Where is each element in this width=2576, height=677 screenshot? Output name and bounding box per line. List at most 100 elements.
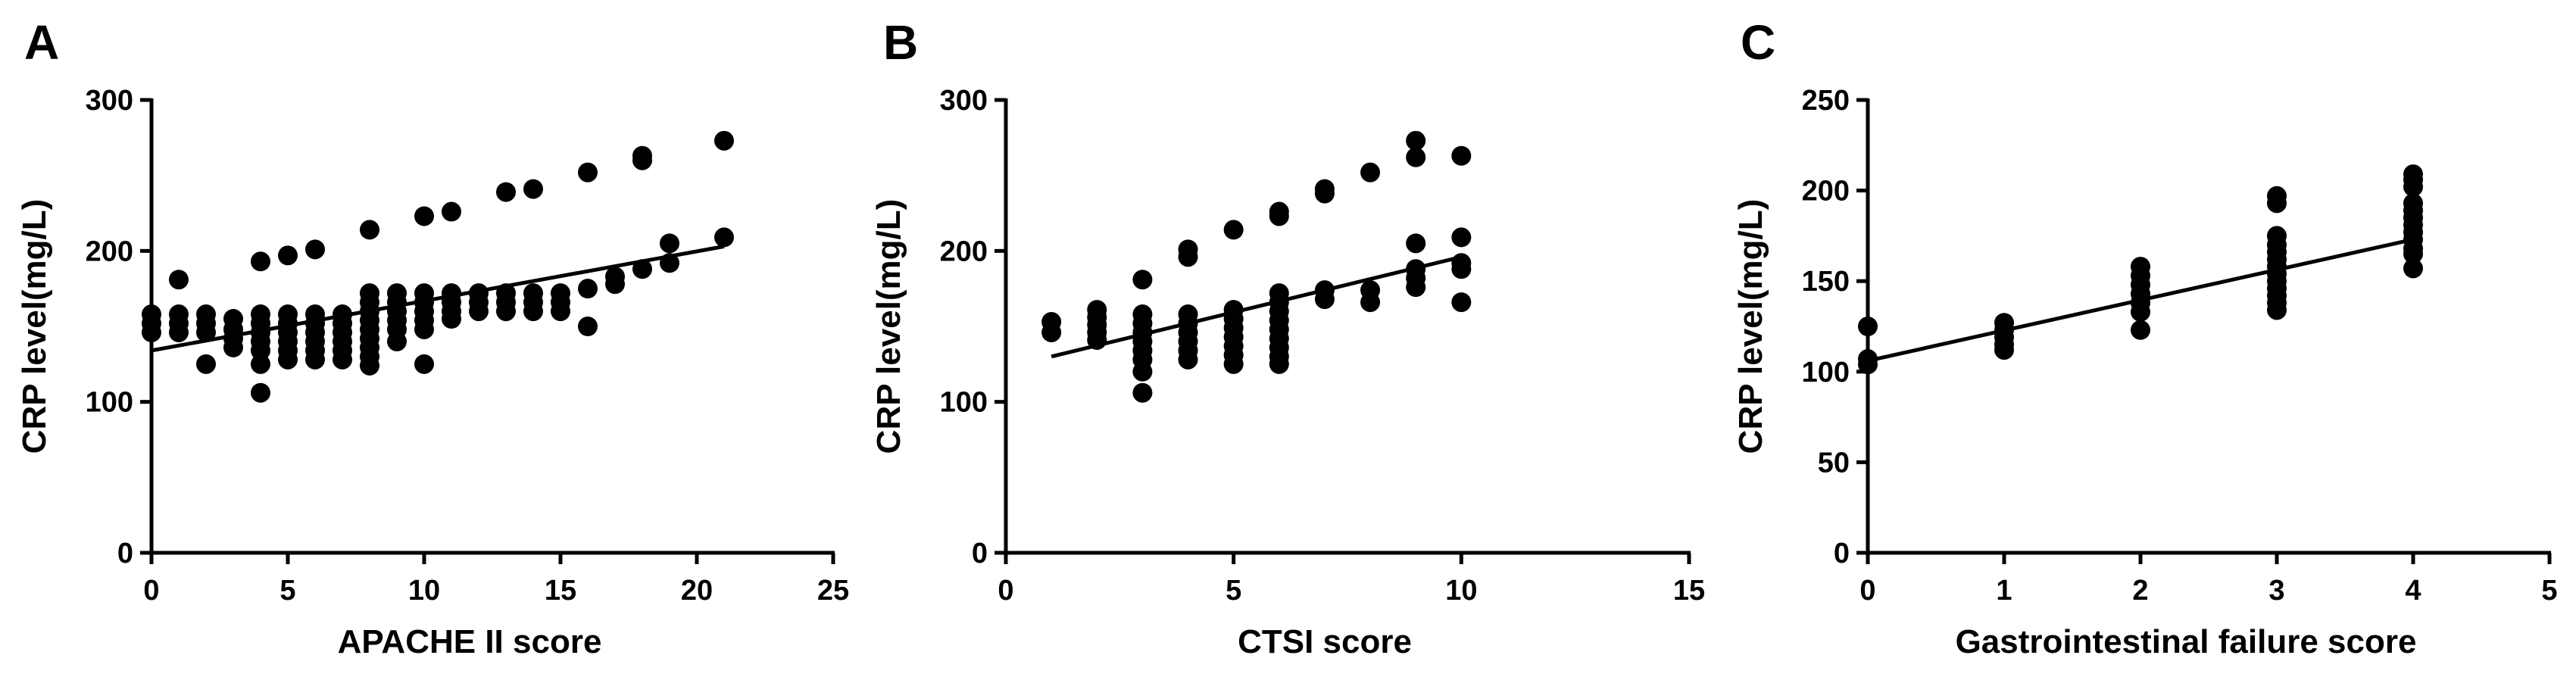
data-point	[414, 319, 434, 339]
data-point	[1041, 322, 1062, 342]
panel-b: B 0 5 10 15 0 100 200 300 CTSI score CRP level(mg/…	[870, 15, 1705, 660]
data-point	[1269, 206, 1289, 226]
data-point	[2403, 258, 2423, 279]
data-point	[1178, 247, 1198, 267]
x-axis-title: APACHE II score	[338, 623, 602, 660]
data-point	[1132, 382, 1153, 403]
data-point	[496, 301, 516, 322]
data-point	[414, 206, 434, 226]
panel-letter: C	[1741, 15, 1775, 70]
data-point	[1406, 277, 1426, 298]
data-point	[1178, 349, 1198, 370]
x-tick-label: 0	[998, 575, 1013, 607]
x-tick-label: 5	[2541, 575, 2557, 607]
x-tick-label: 20	[681, 575, 713, 607]
x-axis-title: Gastrointestinal failure score	[1956, 623, 2417, 660]
data-point	[1406, 147, 1426, 167]
data-point	[1223, 220, 1244, 240]
y-tick-label: 250	[1802, 85, 1850, 117]
y-axis-title: CRP level(mg/L)	[870, 199, 907, 454]
data-point	[1406, 233, 1426, 254]
regression-line	[1867, 237, 2414, 363]
data-point	[2403, 244, 2423, 264]
x-tick-label: 3	[2268, 575, 2284, 607]
y-tick-label: 100	[86, 387, 133, 419]
data-point	[578, 317, 598, 336]
data-point	[714, 227, 734, 248]
x-tick-label: 10	[1445, 575, 1477, 607]
x-tick-label: 0	[1859, 575, 1875, 607]
data-point	[360, 355, 379, 376]
data-point	[1314, 183, 1335, 204]
x-tick-label: 0	[143, 575, 159, 607]
data-point	[278, 245, 298, 266]
x-tick-label: 2	[2132, 575, 2148, 607]
x-tick-label: 5	[279, 575, 295, 607]
data-point	[2403, 176, 2423, 197]
data-point	[2131, 320, 2150, 340]
data-point	[414, 354, 434, 374]
x-tick-label: 10	[408, 575, 440, 607]
data-point	[1451, 227, 1472, 248]
y-tick-label: 100	[1802, 357, 1850, 388]
data-point	[660, 233, 679, 254]
data-point	[1269, 354, 1289, 374]
y-tick-label: 0	[117, 538, 133, 569]
data-point	[333, 349, 352, 370]
y-tick-label: 300	[86, 85, 133, 117]
data-point	[1223, 354, 1244, 374]
data-point	[169, 322, 189, 342]
data-point	[523, 301, 543, 322]
data-point	[469, 301, 489, 322]
data-point	[387, 331, 407, 351]
data-point	[1314, 289, 1335, 310]
data-point	[251, 354, 270, 374]
data-point	[1994, 340, 2014, 360]
data-point	[1858, 317, 1878, 336]
data-point	[1406, 130, 1426, 151]
data-point	[442, 309, 461, 329]
x-tick-label: 15	[1673, 575, 1705, 607]
x-tick-label: 5	[1226, 575, 1241, 607]
data-point	[632, 259, 652, 279]
y-tick-label: 150	[1802, 266, 1850, 298]
x-tick-label: 4	[2405, 575, 2421, 607]
y-tick-label: 200	[86, 236, 133, 267]
data-point	[1451, 145, 1472, 166]
panel-letter: A	[24, 15, 59, 70]
data-point	[196, 354, 216, 374]
data-point	[442, 201, 461, 222]
x-tick-label: 15	[545, 575, 576, 607]
y-tick-label: 0	[1834, 538, 1850, 569]
data-point	[142, 322, 161, 342]
regression-line	[1051, 254, 1462, 359]
x-axis-title: CTSI score	[1238, 623, 1412, 660]
y-tick-label: 100	[940, 387, 988, 419]
data-point	[605, 274, 625, 295]
data-point	[305, 239, 325, 260]
data-point	[169, 270, 189, 290]
data-point	[251, 340, 270, 360]
data-point	[305, 349, 325, 370]
regression-line	[151, 244, 725, 353]
data-point	[1451, 292, 1472, 313]
data-point	[2267, 300, 2287, 320]
y-axis-title: CRP level(mg/L)	[1732, 199, 1769, 454]
data-point	[278, 349, 298, 370]
y-tick-label: 200	[1802, 176, 1850, 207]
data-point	[523, 179, 543, 199]
y-tick-label: 200	[940, 236, 988, 267]
data-point	[1360, 162, 1381, 183]
panel-letter: B	[883, 15, 918, 70]
x-tick-label: 1	[1996, 575, 2012, 607]
data-point	[360, 220, 379, 240]
data-point	[2131, 301, 2150, 322]
data-point	[251, 251, 270, 272]
data-point	[578, 162, 598, 183]
panel-a: A 0 5 10 15 20 25 0 100 200 300 APACHE II score CRP …	[16, 15, 849, 660]
data-point	[1132, 361, 1153, 382]
y-tick-label: 300	[940, 85, 988, 117]
